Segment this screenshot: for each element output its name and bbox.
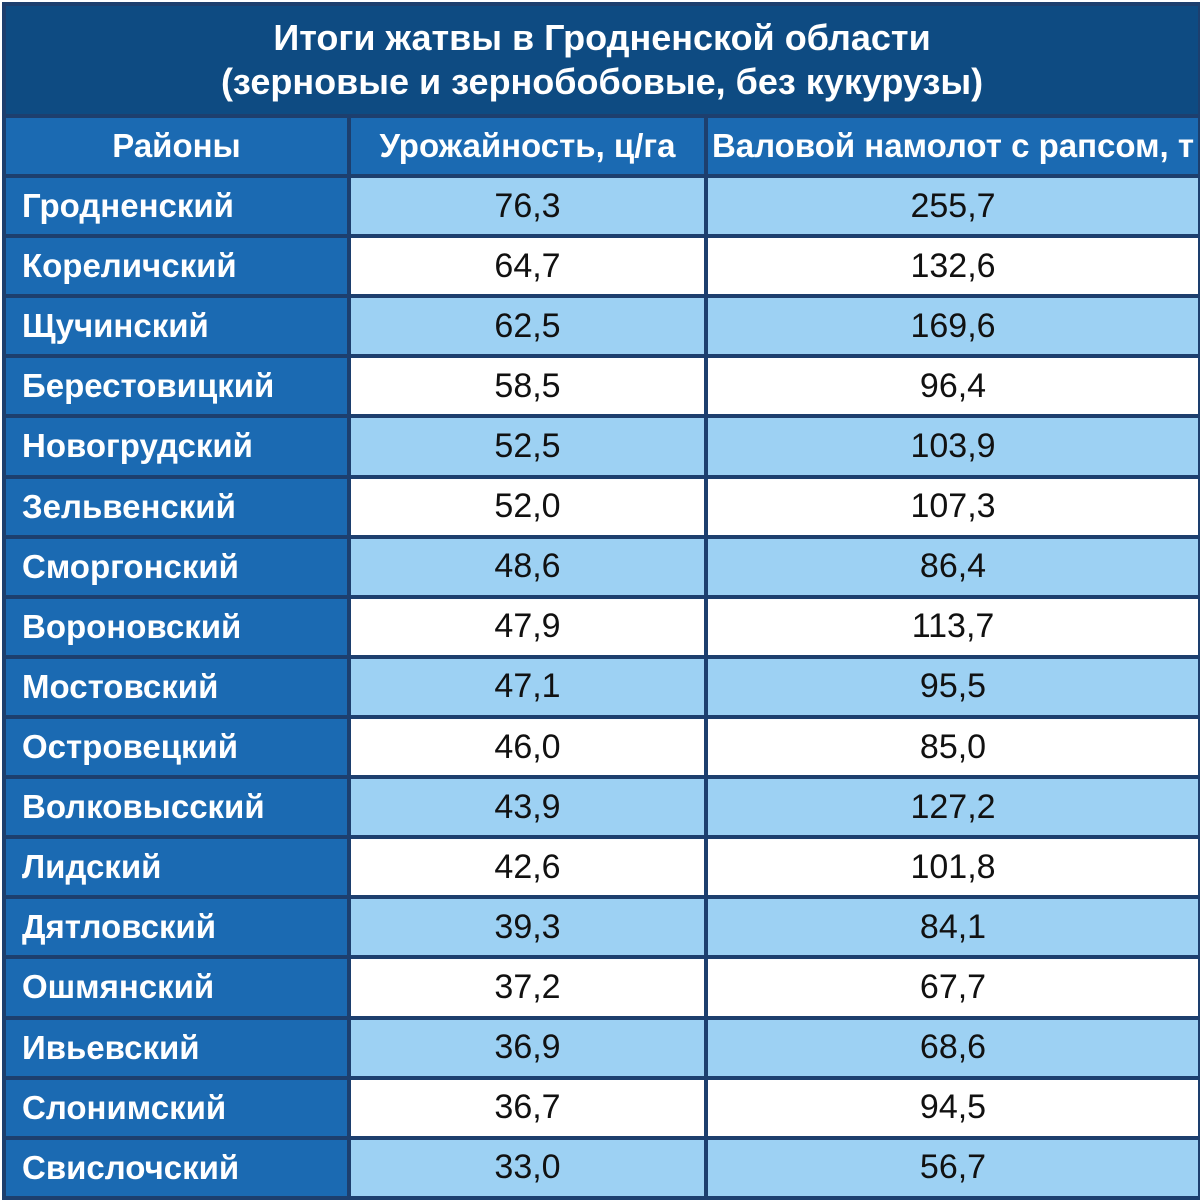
- district-name-cell: Ивьевский: [2, 1015, 351, 1080]
- district-name-cell: Вороновский: [2, 594, 351, 659]
- district-name-cell: Островецкий: [2, 714, 351, 780]
- table-body: Гродненский 76,3 255,7 Кореличский 64,7 132,6…: [2, 173, 1200, 1201]
- table-row: Сморгонский 48,6 86,4: [2, 534, 1200, 599]
- table-row: Зельвенский 52,0 107,3: [2, 474, 1200, 539]
- district-name-cell: Мостовский: [2, 654, 351, 719]
- table-row: Гродненский 76,3 255,7: [2, 173, 1200, 239]
- table-row: Щучинский 62,5 169,6: [2, 294, 1200, 359]
- column-header-harvest: Валовой намолот с рапсом, т: [703, 114, 1200, 178]
- district-name-cell: Гродненский: [2, 173, 351, 239]
- yield-value-cell: 43,9: [347, 775, 708, 840]
- yield-value-cell: 46,0: [347, 714, 708, 780]
- district-name-cell: Ошмянский: [2, 955, 351, 1020]
- harvest-value-cell: 86,4: [703, 534, 1200, 599]
- district-name-cell: Дятловский: [2, 895, 351, 960]
- table-row: Лидский 42,6 101,8: [2, 835, 1200, 900]
- title-line-2: (зерновые и зернобобовые, без кукурузы): [220, 61, 984, 102]
- table-row: Слонимский 36,7 94,5: [2, 1075, 1200, 1140]
- yield-value-cell: 33,0: [347, 1135, 708, 1201]
- harvest-value-cell: 113,7: [703, 594, 1200, 659]
- harvest-value-cell: 101,8: [703, 835, 1200, 900]
- harvest-value-cell: 68,6: [703, 1015, 1200, 1080]
- yield-value-cell: 47,1: [347, 654, 708, 719]
- yield-value-cell: 36,7: [347, 1075, 708, 1140]
- table-row: Новогрудский 52,5 103,9: [2, 414, 1200, 479]
- table-row: Берестовицкий 58,5 96,4: [2, 354, 1200, 419]
- district-name-cell: Щучинский: [2, 294, 351, 359]
- column-header-districts: Районы: [2, 114, 351, 178]
- yield-value-cell: 42,6: [347, 835, 708, 900]
- harvest-value-cell: 96,4: [703, 354, 1200, 419]
- table-row: Ошмянский 37,2 67,7: [2, 955, 1200, 1020]
- district-name-cell: Волковысский: [2, 775, 351, 840]
- district-name-cell: Лидский: [2, 835, 351, 900]
- table-row: Волковысский 43,9 127,2: [2, 775, 1200, 840]
- column-header-yield: Урожайность, ц/га: [347, 114, 708, 178]
- yield-value-cell: 64,7: [347, 234, 708, 299]
- table-row: Ивьевский 36,9 68,6: [2, 1015, 1200, 1080]
- harvest-value-cell: 132,6: [703, 234, 1200, 299]
- harvest-value-cell: 85,0: [703, 714, 1200, 780]
- harvest-value-cell: 94,5: [703, 1075, 1200, 1140]
- table-row: Вороновский 47,9 113,7: [2, 594, 1200, 659]
- yield-value-cell: 37,2: [347, 955, 708, 1020]
- harvest-value-cell: 67,7: [703, 955, 1200, 1020]
- table-title: Итоги жатвы в Гродненской области (зерно…: [1, 2, 1200, 118]
- title-row: Итоги жатвы в Гродненской области (зерно…: [1, 2, 1200, 118]
- yield-value-cell: 36,9: [347, 1015, 708, 1080]
- harvest-value-cell: 84,1: [703, 895, 1200, 960]
- harvest-value-cell: 169,6: [703, 294, 1200, 359]
- table-row: Дятловский 39,3 84,1: [2, 895, 1200, 960]
- yield-value-cell: 62,5: [347, 294, 708, 359]
- yield-value-cell: 39,3: [347, 895, 708, 960]
- yield-value-cell: 76,3: [347, 173, 708, 239]
- district-name-cell: Берестовицкий: [2, 354, 351, 419]
- harvest-value-cell: 103,9: [703, 414, 1200, 479]
- yield-value-cell: 48,6: [347, 534, 708, 599]
- table-row: Свислочский 33,0 56,7: [2, 1135, 1200, 1201]
- district-name-cell: Свислочский: [2, 1135, 351, 1201]
- harvest-value-cell: 95,5: [703, 654, 1200, 719]
- district-name-cell: Сморгонский: [2, 534, 351, 599]
- yield-value-cell: 58,5: [347, 354, 708, 419]
- district-name-cell: Зельвенский: [2, 474, 351, 539]
- district-name-cell: Слонимский: [2, 1075, 351, 1140]
- table-row: Мостовский 47,1 95,5: [2, 654, 1200, 719]
- table-row: Островецкий 46,0 85,0: [2, 714, 1200, 780]
- harvest-value-cell: 107,3: [703, 474, 1200, 539]
- header-row: Районы Урожайность, ц/га Валовой намолот…: [2, 114, 1200, 178]
- harvest-value-cell: 56,7: [703, 1135, 1200, 1201]
- yield-value-cell: 52,0: [347, 474, 708, 539]
- district-name-cell: Кореличский: [2, 234, 351, 299]
- harvest-value-cell: 127,2: [703, 775, 1200, 840]
- table-row: Кореличский 64,7 132,6: [2, 234, 1200, 299]
- district-name-cell: Новогрудский: [2, 414, 351, 479]
- yield-value-cell: 52,5: [347, 414, 708, 479]
- harvest-value-cell: 255,7: [703, 173, 1200, 239]
- yield-value-cell: 47,9: [347, 594, 708, 659]
- title-line-1: Итоги жатвы в Гродненской области: [273, 17, 931, 58]
